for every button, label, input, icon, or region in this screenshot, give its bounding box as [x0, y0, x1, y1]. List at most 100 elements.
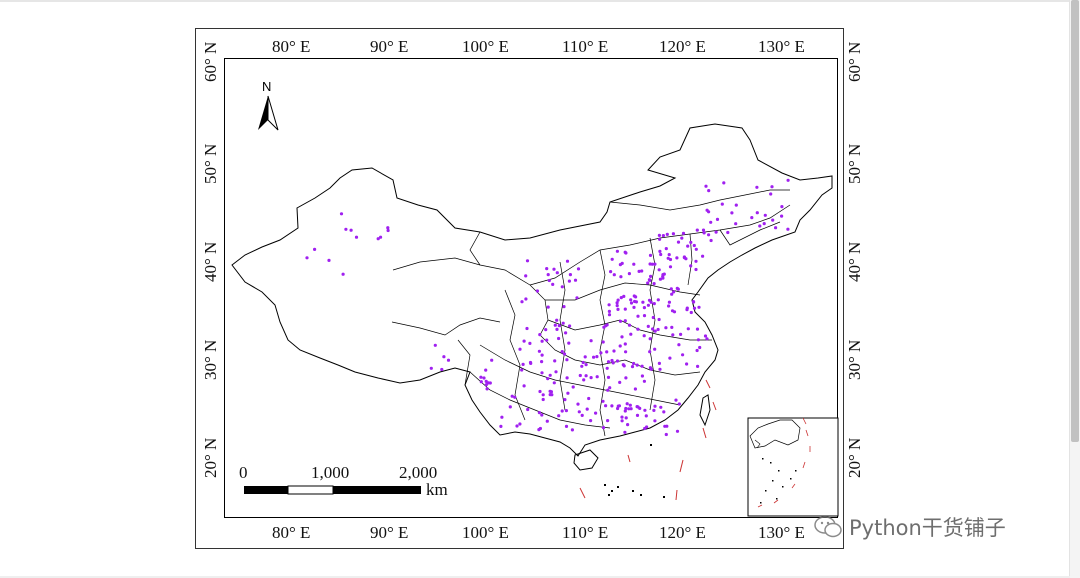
- lon-label-top-80: 80° E: [272, 37, 311, 56]
- station-point: [658, 367, 662, 371]
- lon-label-top-130: 130° E: [758, 37, 805, 56]
- station-point: [620, 335, 624, 339]
- station-point: [615, 249, 620, 253]
- station-point: [565, 259, 570, 263]
- station-point: [606, 419, 610, 423]
- station-point: [707, 233, 711, 237]
- station-point: [479, 380, 483, 384]
- station-point: [632, 305, 636, 309]
- station-point: [564, 331, 568, 335]
- station-point: [629, 332, 633, 336]
- station-point: [548, 393, 552, 397]
- observation-points: [305, 178, 790, 437]
- station-point: [657, 361, 662, 365]
- station-point: [608, 386, 612, 390]
- station-point: [528, 341, 532, 345]
- station-point: [649, 367, 654, 371]
- station-point: [709, 238, 713, 243]
- station-point: [695, 327, 700, 331]
- station-point: [548, 389, 552, 393]
- station-point: [667, 300, 672, 304]
- station-point: [646, 303, 651, 307]
- station-point: [553, 359, 557, 363]
- station-point: [692, 300, 696, 304]
- station-point: [607, 313, 612, 317]
- station-point: [627, 323, 632, 327]
- station-point: [585, 407, 589, 411]
- station-point: [562, 305, 566, 309]
- station-point: [662, 272, 666, 276]
- station-point: [567, 341, 571, 345]
- station-point: [755, 185, 759, 189]
- station-point: [644, 414, 648, 418]
- station-point: [689, 240, 693, 244]
- station-point: [665, 232, 669, 236]
- station-point: [648, 337, 652, 341]
- station-point: [479, 375, 483, 379]
- station-point: [624, 376, 628, 380]
- station-point: [595, 375, 599, 379]
- station-point: [671, 333, 675, 337]
- station-point: [640, 269, 644, 273]
- station-point: [520, 368, 524, 372]
- station-point: [780, 205, 784, 209]
- station-point: [433, 343, 437, 347]
- station-point: [730, 211, 734, 215]
- station-point: [671, 232, 676, 236]
- station-point: [535, 289, 540, 293]
- station-point: [633, 387, 638, 391]
- station-point: [648, 262, 652, 266]
- station-point: [540, 371, 544, 375]
- station-point: [587, 396, 591, 401]
- station-point: [555, 271, 559, 275]
- station-point: [610, 358, 614, 363]
- scale-label-1000: 1,000: [311, 463, 350, 482]
- station-point: [632, 262, 636, 266]
- station-point: [694, 267, 698, 272]
- station-point: [563, 398, 567, 402]
- watermark-text: Python干货铺子: [849, 516, 1006, 540]
- station-point: [584, 374, 588, 378]
- station-point: [697, 305, 701, 309]
- station-point: [619, 296, 623, 300]
- station-point: [541, 393, 545, 397]
- station-point: [665, 424, 669, 428]
- station-point: [652, 302, 656, 306]
- station-point: [648, 253, 653, 257]
- station-point: [552, 267, 556, 271]
- station-point: [670, 325, 674, 329]
- station-point: [702, 231, 706, 235]
- vertical-scrollbar[interactable]: [1069, 0, 1080, 578]
- station-point: [638, 406, 642, 410]
- station-point: [560, 409, 564, 413]
- station-point: [604, 404, 608, 408]
- station-point: [666, 256, 670, 260]
- wechat-icon: [814, 516, 842, 538]
- station-point: [617, 404, 622, 408]
- station-point: [677, 402, 681, 406]
- station-point: [657, 268, 661, 272]
- station-point: [540, 353, 544, 357]
- station-point: [628, 403, 632, 407]
- station-point: [622, 294, 626, 298]
- station-point: [696, 338, 701, 342]
- station-point: [575, 296, 579, 300]
- scrollbar-thumb[interactable]: [1071, 0, 1079, 442]
- station-point: [551, 282, 555, 286]
- lon-label-bottom-80: 80° E: [272, 523, 311, 542]
- station-point: [695, 348, 699, 353]
- station-point: [354, 235, 359, 239]
- station-point: [386, 226, 390, 230]
- station-point: [546, 377, 550, 381]
- north-arrow: [258, 95, 279, 131]
- station-point: [626, 423, 630, 427]
- station-point: [518, 422, 522, 426]
- station-point: [525, 326, 529, 331]
- station-point: [524, 297, 528, 301]
- station-point: [538, 333, 542, 337]
- station-point: [313, 247, 317, 251]
- station-point: [627, 407, 631, 411]
- station-point: [623, 307, 627, 311]
- station-point: [611, 361, 615, 365]
- station-point: [547, 278, 551, 283]
